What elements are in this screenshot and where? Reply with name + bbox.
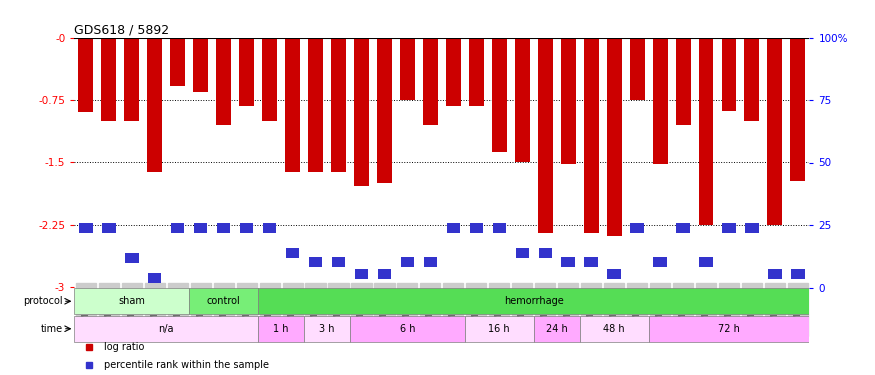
- Bar: [584, 38, 598, 233]
- Bar: [102, 224, 116, 233]
- Bar: [562, 256, 575, 267]
- Bar: [654, 256, 667, 267]
- Text: hemorrhage: hemorrhage: [504, 296, 564, 306]
- Bar: [653, 38, 668, 164]
- Bar: [217, 224, 230, 233]
- Bar: [285, 38, 300, 172]
- Text: percentile rank within the sample: percentile rank within the sample: [104, 360, 269, 370]
- Text: 1 h: 1 h: [273, 324, 289, 334]
- Bar: [354, 38, 369, 186]
- Bar: [648, 315, 809, 342]
- Bar: [722, 224, 736, 233]
- Text: protocol: protocol: [24, 296, 63, 306]
- Bar: [79, 224, 93, 233]
- Text: 48 h: 48 h: [604, 324, 625, 334]
- Bar: [493, 224, 506, 233]
- Text: log ratio: log ratio: [104, 342, 144, 352]
- Text: 3 h: 3 h: [319, 324, 335, 334]
- Bar: [286, 248, 299, 258]
- Bar: [515, 248, 529, 258]
- Bar: [304, 315, 350, 342]
- Bar: [534, 315, 580, 342]
- Bar: [258, 315, 304, 342]
- Bar: [331, 38, 346, 172]
- Bar: [79, 38, 94, 112]
- Bar: [514, 38, 529, 162]
- Bar: [606, 38, 621, 236]
- Bar: [538, 248, 552, 258]
- Bar: [698, 38, 713, 225]
- Bar: [189, 288, 258, 315]
- Bar: [424, 256, 438, 267]
- Bar: [580, 315, 648, 342]
- Bar: [584, 256, 598, 267]
- Bar: [790, 38, 805, 181]
- Bar: [148, 273, 162, 284]
- Text: 72 h: 72 h: [718, 324, 740, 334]
- Bar: [258, 288, 809, 315]
- Bar: [124, 38, 139, 121]
- Text: control: control: [206, 296, 241, 306]
- Bar: [401, 256, 414, 267]
- Bar: [308, 38, 323, 172]
- Bar: [125, 252, 138, 262]
- Bar: [147, 38, 162, 172]
- Bar: [332, 256, 346, 267]
- Bar: [767, 38, 782, 225]
- Text: 24 h: 24 h: [546, 324, 568, 334]
- Text: 16 h: 16 h: [488, 324, 510, 334]
- Bar: [400, 38, 415, 100]
- Bar: [699, 256, 713, 267]
- Bar: [350, 315, 465, 342]
- Bar: [74, 315, 258, 342]
- Bar: [194, 224, 207, 233]
- Bar: [791, 269, 805, 279]
- Bar: [378, 269, 391, 279]
- Bar: [446, 224, 460, 233]
- Bar: [492, 38, 507, 153]
- Bar: [745, 38, 760, 121]
- Bar: [607, 269, 621, 279]
- Bar: [309, 256, 322, 267]
- Bar: [469, 38, 484, 106]
- Bar: [630, 38, 645, 100]
- Bar: [102, 38, 116, 121]
- Bar: [171, 38, 186, 86]
- Bar: [561, 38, 576, 164]
- Bar: [171, 224, 185, 233]
- Bar: [193, 38, 208, 92]
- Text: n/a: n/a: [158, 324, 174, 334]
- Bar: [722, 38, 737, 111]
- Bar: [262, 224, 276, 233]
- Bar: [446, 38, 461, 106]
- Bar: [240, 224, 254, 233]
- Bar: [538, 38, 553, 233]
- Bar: [470, 224, 483, 233]
- Bar: [262, 38, 277, 121]
- Bar: [377, 38, 392, 183]
- Text: sham: sham: [118, 296, 145, 306]
- Bar: [354, 269, 368, 279]
- Bar: [216, 38, 231, 125]
- Text: time: time: [41, 324, 63, 334]
- Bar: [768, 269, 781, 279]
- Bar: [630, 224, 644, 233]
- Text: 6 h: 6 h: [400, 324, 415, 334]
- Bar: [423, 38, 438, 125]
- Bar: [465, 315, 534, 342]
- Bar: [676, 224, 690, 233]
- Text: GDS618 / 5892: GDS618 / 5892: [74, 23, 170, 36]
- Bar: [676, 38, 690, 125]
- Bar: [746, 224, 759, 233]
- Bar: [239, 38, 254, 106]
- Bar: [74, 288, 189, 315]
